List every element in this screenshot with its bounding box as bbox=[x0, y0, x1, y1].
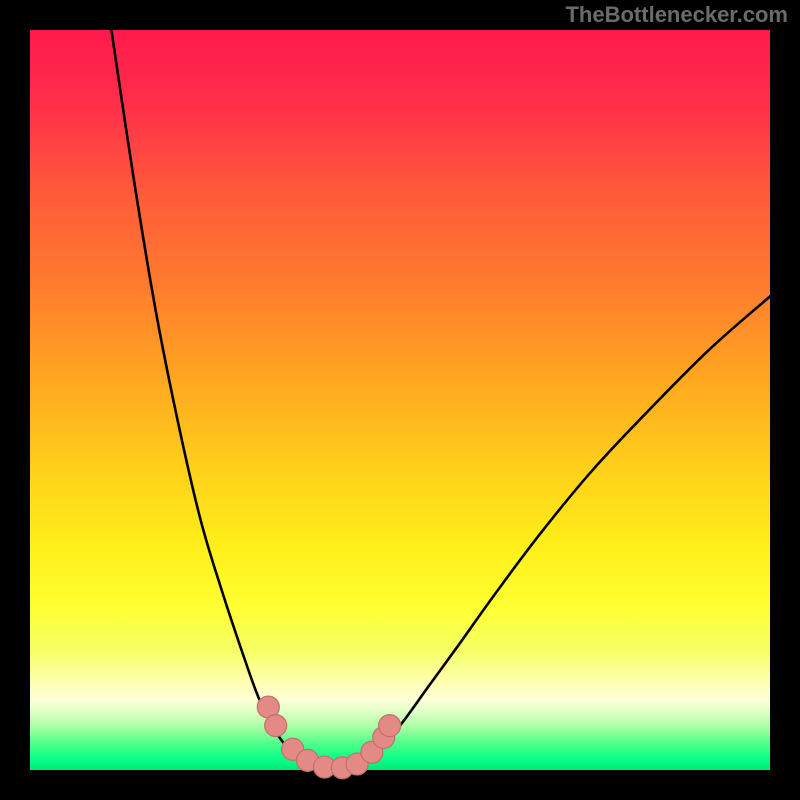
chart-svg bbox=[0, 0, 800, 800]
watermark-text: TheBottlenecker.com bbox=[565, 2, 788, 28]
data-marker bbox=[265, 715, 287, 737]
chart-stage: TheBottlenecker.com bbox=[0, 0, 800, 800]
data-marker bbox=[379, 715, 401, 737]
